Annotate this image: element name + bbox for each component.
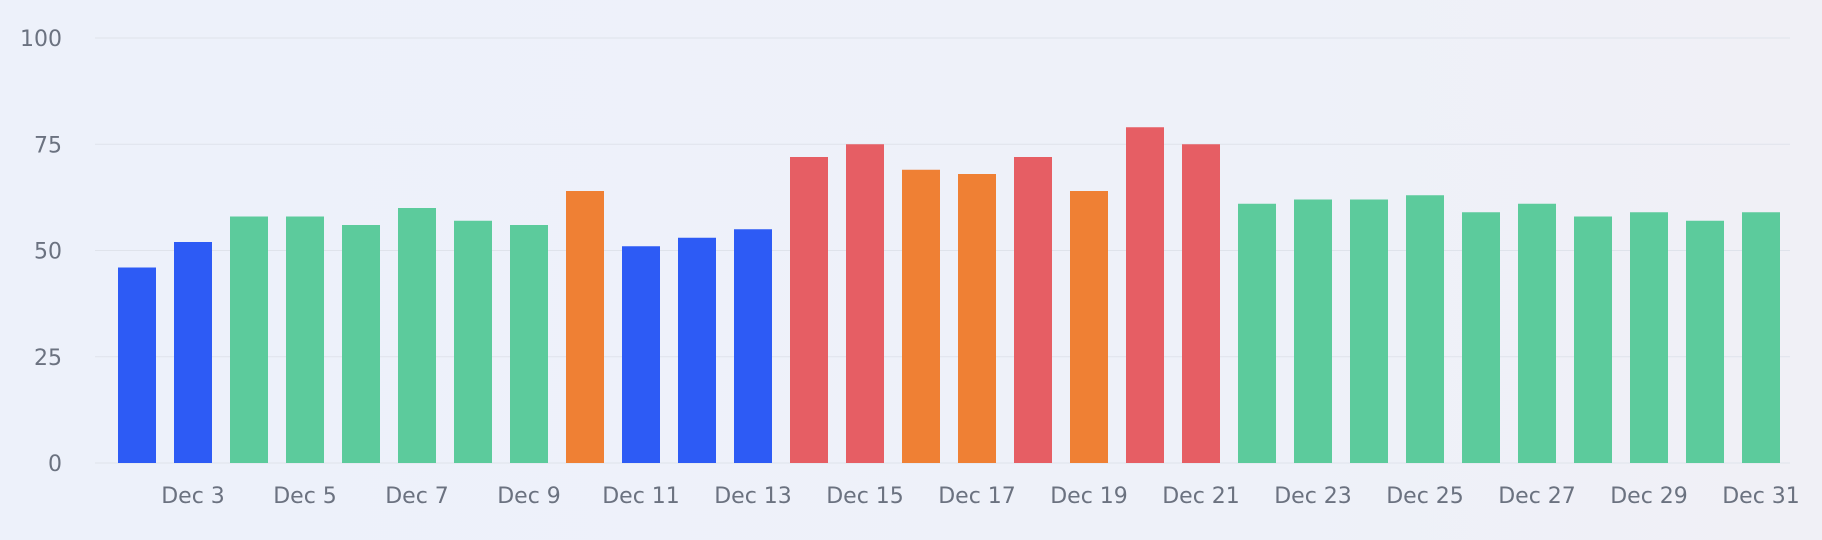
bar-dec-14[interactable] xyxy=(790,157,828,463)
x-tick-label: Dec 17 xyxy=(938,484,1016,509)
x-tick-label: Dec 27 xyxy=(1498,484,1576,509)
x-tick-label: Dec 9 xyxy=(497,484,561,509)
bar-dec-12[interactable] xyxy=(678,237,716,463)
bar-dec-16[interactable] xyxy=(902,169,940,463)
x-tick-label: Dec 3 xyxy=(161,484,225,509)
x-tick-label: Dec 13 xyxy=(714,484,792,509)
bar-dec-3[interactable] xyxy=(174,242,212,463)
bar-dec-28[interactable] xyxy=(1574,216,1612,464)
bar-dec-4[interactable] xyxy=(230,216,268,464)
bar-dec-27[interactable] xyxy=(1518,203,1556,463)
bar-dec-26[interactable] xyxy=(1462,212,1500,463)
bar-dec-11[interactable] xyxy=(622,246,660,463)
bar-dec-31[interactable] xyxy=(1742,212,1780,463)
bar-dec-20[interactable] xyxy=(1126,127,1164,463)
y-tick-label: 0 xyxy=(48,452,62,477)
bar-dec-21[interactable] xyxy=(1182,144,1220,463)
y-tick-label: 75 xyxy=(34,133,62,158)
bars xyxy=(118,127,1780,463)
bar-dec-19[interactable] xyxy=(1070,191,1108,463)
x-tick-label: Dec 19 xyxy=(1050,484,1128,509)
bar-dec-8[interactable] xyxy=(454,220,492,463)
bar-dec-23[interactable] xyxy=(1294,199,1332,464)
x-axis-tick-labels: Dec 3 Dec 5 Dec 7 Dec 9 Dec 11 Dec 13 Dec 15 De… xyxy=(161,484,1800,509)
bar-dec-24[interactable] xyxy=(1350,199,1388,464)
bar-dec-29[interactable] xyxy=(1630,212,1668,463)
bar-dec-30[interactable] xyxy=(1686,220,1724,463)
bar-dec-7[interactable] xyxy=(398,208,436,463)
bar-dec-6[interactable] xyxy=(342,225,380,463)
y-axis-tick-labels: 0 25 50 75 100 xyxy=(20,27,62,477)
x-tick-label: Dec 23 xyxy=(1274,484,1352,509)
x-tick-label: Dec 15 xyxy=(826,484,904,509)
x-tick-label: Dec 5 xyxy=(273,484,337,509)
x-tick-label: Dec 31 xyxy=(1722,484,1800,509)
y-tick-label: 50 xyxy=(34,240,62,265)
x-tick-label: Dec 25 xyxy=(1386,484,1464,509)
bar-dec-15[interactable] xyxy=(846,144,884,463)
bar-dec-9[interactable] xyxy=(510,225,548,463)
bar-dec-13[interactable] xyxy=(734,229,772,463)
bar-dec-5[interactable] xyxy=(286,216,324,464)
x-tick-label: Dec 29 xyxy=(1610,484,1688,509)
x-tick-label: Dec 21 xyxy=(1162,484,1240,509)
x-tick-label: Dec 7 xyxy=(385,484,449,509)
bar-dec-2[interactable] xyxy=(118,267,156,464)
bar-dec-18[interactable] xyxy=(1014,157,1052,463)
bar-dec-10[interactable] xyxy=(566,191,604,463)
y-tick-label: 25 xyxy=(34,346,62,371)
y-tick-label: 100 xyxy=(20,27,62,52)
bar-dec-17[interactable] xyxy=(958,174,996,463)
bar-dec-25[interactable] xyxy=(1406,195,1444,463)
bar-dec-22[interactable] xyxy=(1238,203,1276,463)
x-tick-label: Dec 11 xyxy=(602,484,680,509)
